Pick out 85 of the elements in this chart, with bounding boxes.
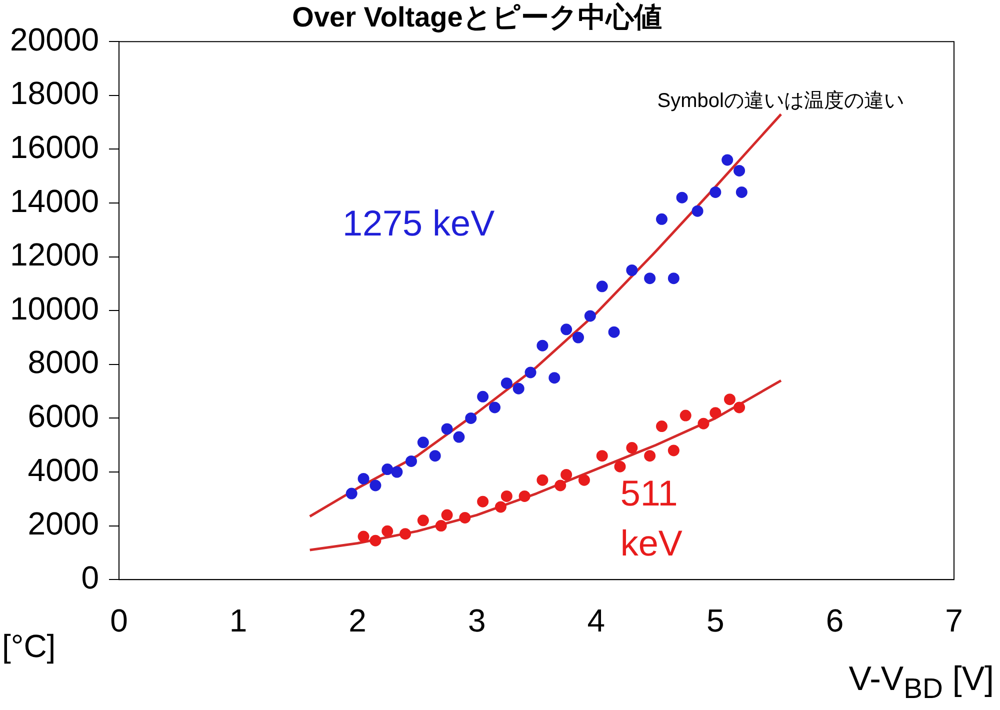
point xyxy=(668,444,680,456)
point xyxy=(370,480,382,492)
point xyxy=(560,468,572,480)
x-tick-label: 0 xyxy=(110,602,128,639)
y-tick-label: 16000 xyxy=(10,129,99,166)
text: [°C] xyxy=(2,628,56,665)
point xyxy=(608,326,620,338)
point xyxy=(710,186,722,198)
point xyxy=(435,520,447,532)
point xyxy=(536,474,548,486)
point xyxy=(554,480,566,492)
point xyxy=(465,412,477,424)
point xyxy=(358,530,370,542)
point xyxy=(524,366,536,378)
point xyxy=(382,525,394,537)
point xyxy=(698,418,710,430)
x-tick-label: 4 xyxy=(587,602,606,639)
point xyxy=(459,512,471,524)
y-tick-label: 18000 xyxy=(10,75,99,112)
point xyxy=(518,490,530,502)
y-tick-label: 6000 xyxy=(28,398,99,434)
point xyxy=(358,472,370,484)
x-tick-label: 3 xyxy=(468,602,486,639)
point xyxy=(578,474,590,486)
x-axis-title: V-V$_{BD}$ [V] xyxy=(848,660,994,706)
point xyxy=(488,402,500,414)
point xyxy=(512,382,524,394)
point xyxy=(453,431,465,443)
point xyxy=(429,450,441,462)
point xyxy=(680,410,692,422)
annotation: Symbolの違いは温度の違い xyxy=(657,90,904,112)
point xyxy=(668,272,680,284)
point xyxy=(417,514,429,526)
point xyxy=(692,205,704,217)
y-tick-label: 12000 xyxy=(10,236,99,273)
point xyxy=(614,460,626,472)
y-tick-label: 10000 xyxy=(10,290,99,326)
point xyxy=(736,186,748,198)
x-tick-label: 1 xyxy=(229,602,248,639)
point xyxy=(584,310,596,322)
x-tick-label: 6 xyxy=(826,602,844,639)
point xyxy=(441,509,453,521)
point xyxy=(724,394,736,406)
point xyxy=(417,436,429,448)
y-tick-label: 2000 xyxy=(28,506,99,542)
point xyxy=(626,442,638,454)
point xyxy=(477,496,489,508)
series-label: 511 keV xyxy=(620,472,682,564)
point xyxy=(500,377,512,389)
point xyxy=(734,164,746,176)
x-tick-label: 7 xyxy=(945,602,963,639)
y-tick-label: 8000 xyxy=(28,344,99,380)
point xyxy=(596,450,608,462)
point xyxy=(400,528,412,540)
point xyxy=(596,280,608,292)
point xyxy=(656,213,668,225)
point xyxy=(710,407,722,419)
point xyxy=(734,402,746,414)
point xyxy=(370,534,382,546)
point xyxy=(382,464,394,476)
point xyxy=(560,324,572,336)
y-tick-label: 14000 xyxy=(10,182,99,219)
point xyxy=(626,264,638,276)
y-tick-label: 4000 xyxy=(28,452,99,488)
point xyxy=(656,420,668,432)
point xyxy=(536,340,548,352)
point xyxy=(572,332,584,344)
point xyxy=(722,154,734,166)
point xyxy=(405,455,417,467)
text: 1275 keV xyxy=(342,202,495,244)
chart-title: Over Voltageとピーク中心値 xyxy=(292,2,662,33)
x-tick-label: 2 xyxy=(348,602,366,639)
point xyxy=(441,423,453,435)
point xyxy=(644,272,656,284)
point xyxy=(676,192,688,204)
y-tick-label: 0 xyxy=(81,559,99,596)
point xyxy=(548,372,560,384)
x-tick-label: 5 xyxy=(706,602,724,639)
point xyxy=(494,501,506,513)
point xyxy=(477,390,489,402)
point xyxy=(500,490,512,502)
point xyxy=(391,466,403,478)
point xyxy=(346,488,358,500)
y-tick-label: 20000 xyxy=(10,21,99,58)
point xyxy=(644,450,656,462)
